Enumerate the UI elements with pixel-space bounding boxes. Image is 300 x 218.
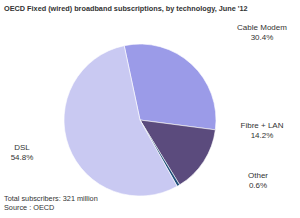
data-label: 14.2%: [251, 131, 274, 140]
data-label: 54.8%: [11, 153, 34, 162]
data-label: 0.6%: [249, 181, 267, 190]
title: OECD Fixed (wired) broadband subscriptio…: [4, 4, 248, 13]
slice-label: Cable Modem: [237, 23, 287, 32]
annotation: Source : OECD: [4, 203, 54, 212]
slice-label: Fibre + LAN: [241, 121, 284, 130]
slices: [64, 44, 216, 196]
chart: OECD Fixed (wired) broadband subscriptio…: [0, 0, 300, 218]
slice-label: DSL: [14, 143, 30, 152]
slice-label: Other: [248, 171, 268, 180]
data-label: 30.4%: [251, 33, 274, 42]
slice: [64, 46, 177, 196]
annotation: Total subscribers: 321 million: [4, 194, 98, 203]
chart-container: OECD Fixed (wired) broadband subscriptio…: [0, 0, 300, 218]
